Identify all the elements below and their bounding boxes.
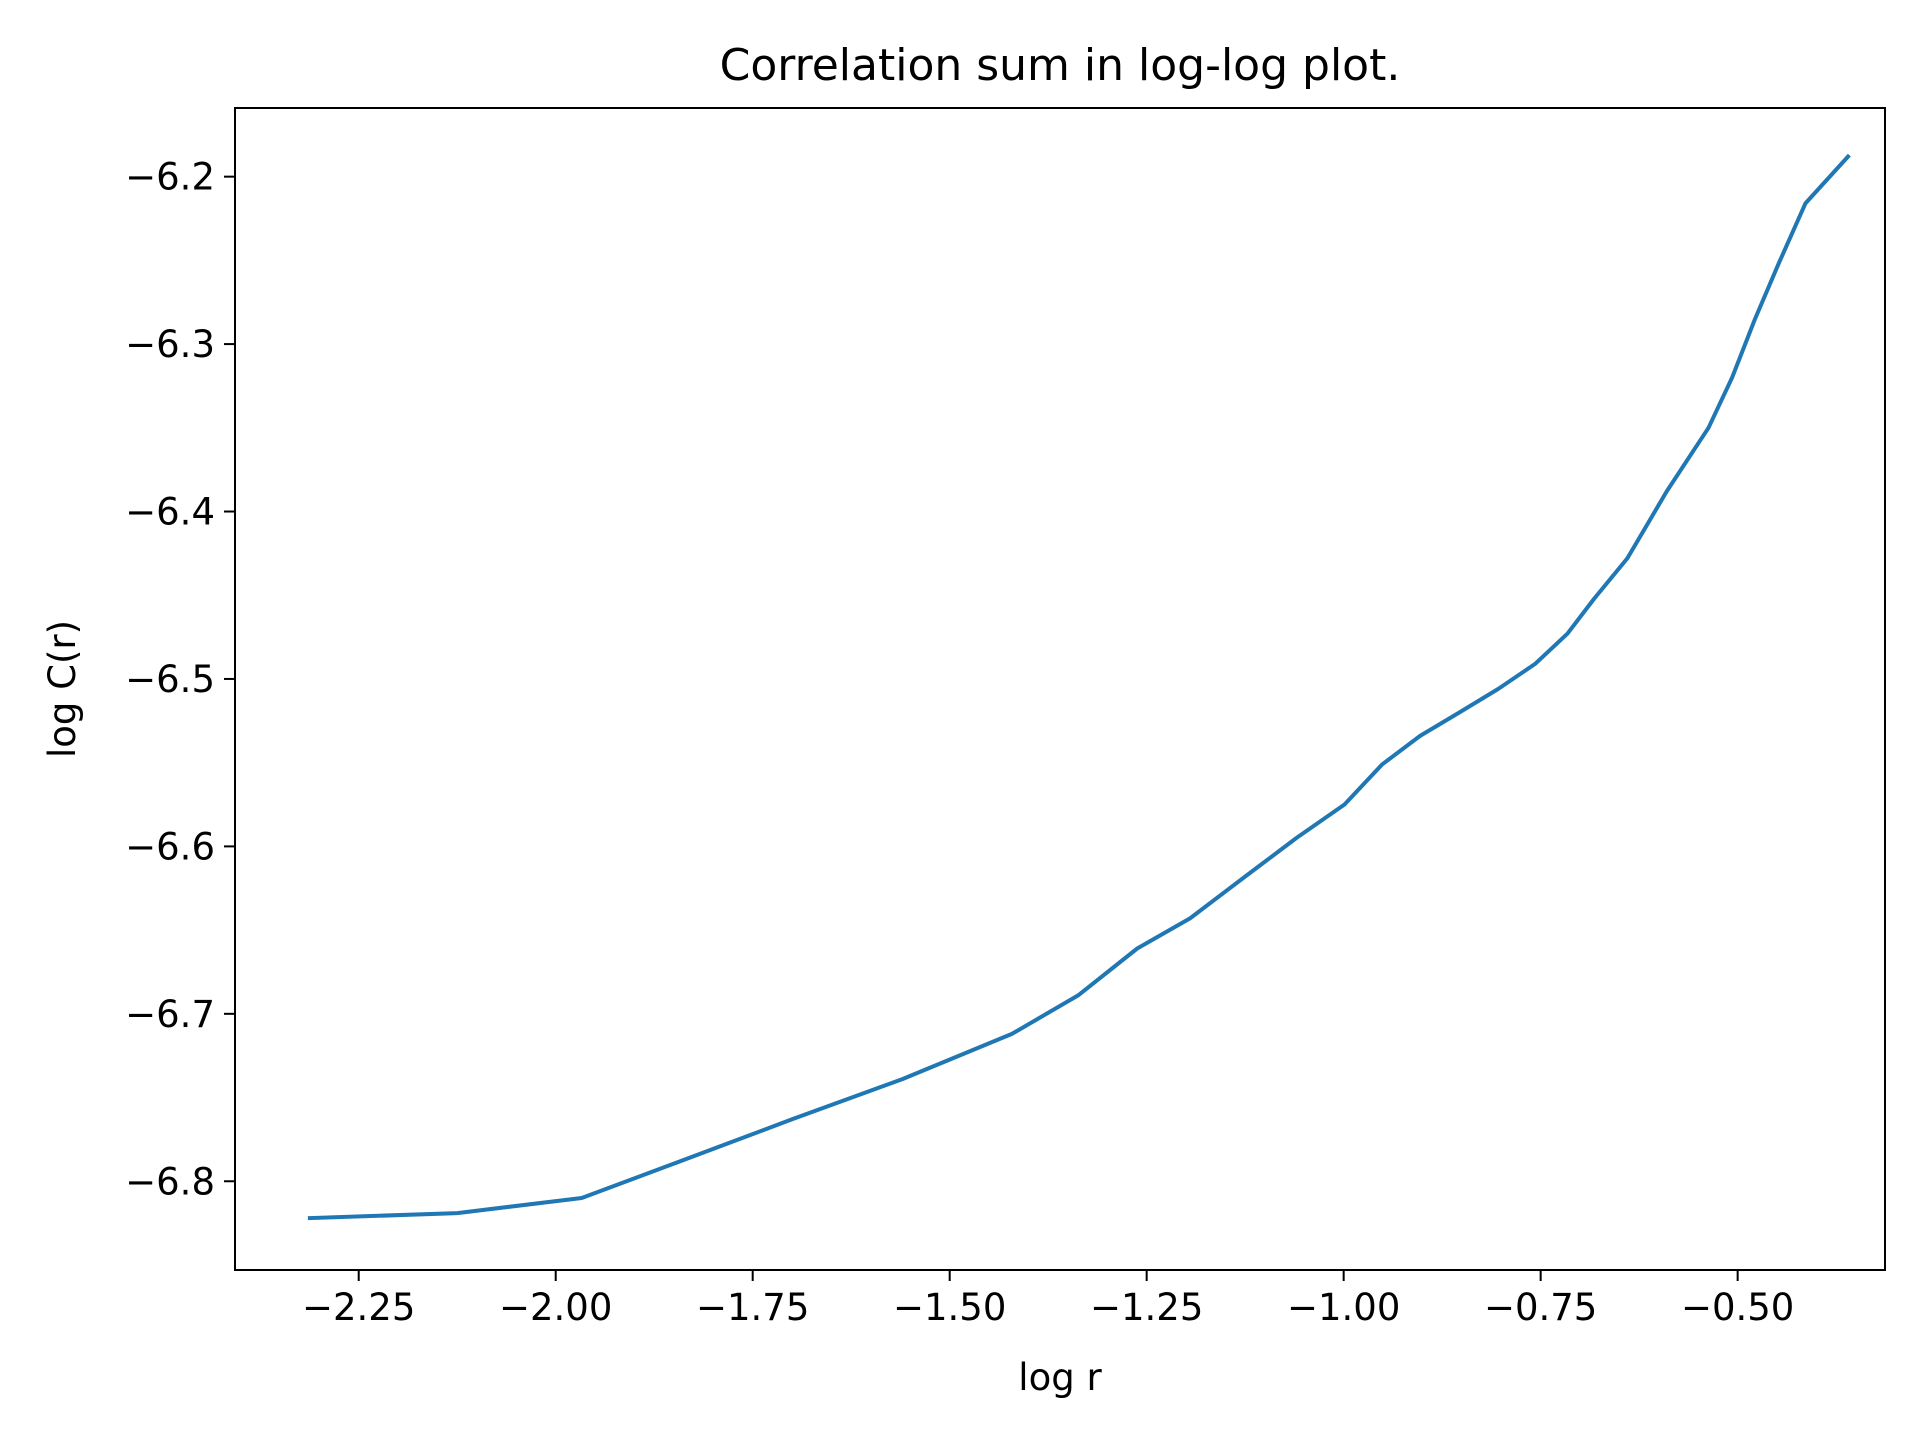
- y-tick-label: −6.3: [125, 323, 215, 366]
- x-tick-label: −0.75: [1484, 1286, 1597, 1329]
- x-axis-label: log r: [1018, 1356, 1102, 1399]
- y-tick-label: −6.5: [125, 658, 215, 701]
- y-tick-label: −6.2: [125, 156, 215, 199]
- x-tick-label: −1.25: [1090, 1286, 1203, 1329]
- y-axis-label: log C(r): [41, 620, 84, 758]
- x-tick-label: −1.00: [1287, 1286, 1400, 1329]
- x-tick-label: −2.25: [302, 1286, 415, 1329]
- x-tick-label: −2.00: [499, 1286, 612, 1329]
- x-tick-label: −1.75: [696, 1286, 809, 1329]
- chart-title: Correlation sum in log-log plot.: [720, 40, 1401, 91]
- x-tick-label: −1.50: [893, 1286, 1006, 1329]
- plot-area-frame: [234, 107, 1886, 1271]
- series-line: [307, 153, 1851, 1221]
- y-tick-label: −6.4: [125, 491, 215, 534]
- y-tick-label: −6.6: [125, 825, 215, 868]
- y-tick-label: −6.7: [125, 993, 215, 1036]
- y-tick-label: −6.8: [125, 1160, 215, 1203]
- x-tick-label: −0.50: [1681, 1286, 1794, 1329]
